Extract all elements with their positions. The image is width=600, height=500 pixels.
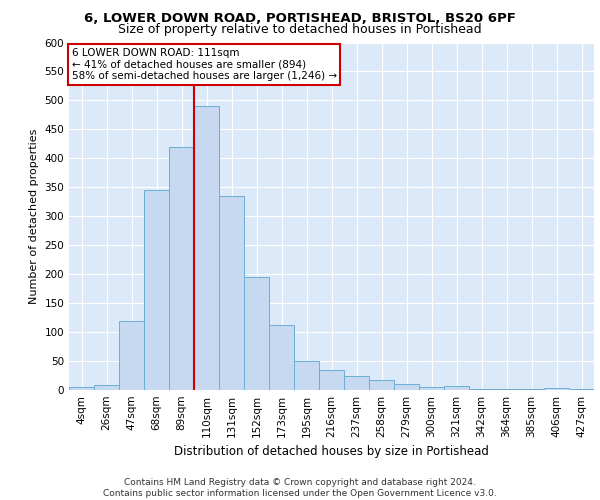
Bar [69, 387, 94, 390]
Bar [94, 386, 119, 390]
Bar [544, 388, 569, 390]
Bar [469, 389, 494, 390]
Bar [319, 370, 344, 390]
Bar [344, 376, 369, 390]
Bar [219, 196, 244, 390]
Bar [294, 361, 319, 390]
Text: Size of property relative to detached houses in Portishead: Size of property relative to detached ho… [118, 24, 482, 36]
Bar [369, 380, 394, 390]
Text: 6 LOWER DOWN ROAD: 111sqm
← 41% of detached houses are smaller (894)
58% of semi: 6 LOWER DOWN ROAD: 111sqm ← 41% of detac… [71, 48, 337, 81]
Bar [144, 190, 169, 390]
Bar [169, 147, 194, 390]
Bar [569, 389, 594, 390]
Text: 6, LOWER DOWN ROAD, PORTISHEAD, BRISTOL, BS20 6PF: 6, LOWER DOWN ROAD, PORTISHEAD, BRISTOL,… [84, 12, 516, 26]
Bar [119, 320, 144, 390]
Bar [394, 384, 419, 390]
Bar [444, 386, 469, 390]
X-axis label: Distribution of detached houses by size in Portishead: Distribution of detached houses by size … [174, 446, 489, 458]
Bar [419, 387, 444, 390]
Bar [269, 324, 294, 390]
Bar [244, 277, 269, 390]
Y-axis label: Number of detached properties: Number of detached properties [29, 128, 39, 304]
Bar [194, 106, 219, 390]
Text: Contains HM Land Registry data © Crown copyright and database right 2024.
Contai: Contains HM Land Registry data © Crown c… [103, 478, 497, 498]
